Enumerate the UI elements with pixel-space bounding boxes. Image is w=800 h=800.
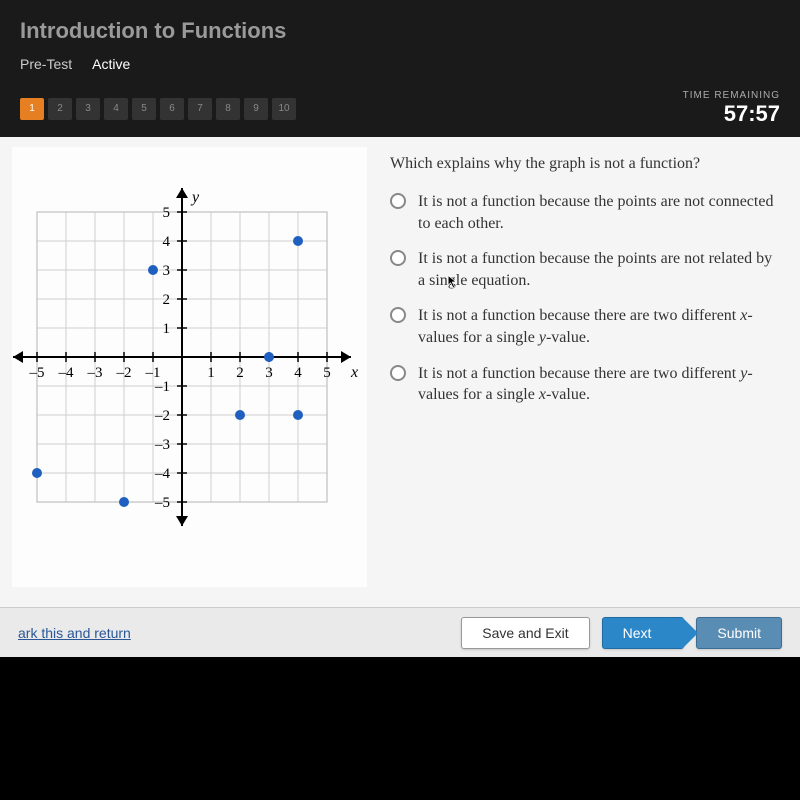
svg-text:–4: –4: [154, 466, 171, 482]
option-2[interactable]: It is not a function because the points …: [390, 248, 778, 291]
cursor-icon: [446, 274, 460, 290]
timer: TIME REMAINING 57:57: [683, 90, 780, 127]
question-btn-3[interactable]: 3: [76, 98, 100, 120]
mark-and-return-link[interactable]: ark this and return: [18, 625, 131, 641]
svg-text:–2: –2: [116, 365, 132, 381]
coordinate-graph: –5–4–3–2–11234554321–1–2–3–4–5xy: [12, 147, 367, 587]
option-4-text: It is not a function because there are t…: [418, 363, 778, 406]
svg-text:2: 2: [236, 365, 244, 381]
question-btn-7[interactable]: 7: [188, 98, 212, 120]
footer-bar: ark this and return Save and Exit Next S…: [0, 607, 800, 657]
question-btn-5[interactable]: 5: [132, 98, 156, 120]
question-btn-8[interactable]: 8: [216, 98, 240, 120]
question-btn-4[interactable]: 4: [104, 98, 128, 120]
content-area: –5–4–3–2–11234554321–1–2–3–4–5xy Which e…: [0, 137, 800, 607]
svg-text:–1: –1: [154, 379, 170, 395]
svg-text:–2: –2: [154, 408, 170, 424]
save-exit-button[interactable]: Save and Exit: [461, 617, 589, 649]
svg-text:3: 3: [163, 263, 171, 279]
question-buttons: 1 2 3 4 5 6 7 8 9 10: [20, 98, 296, 120]
header-tabs: Pre-Test Active: [20, 52, 780, 76]
svg-text:5: 5: [163, 205, 171, 221]
option-4[interactable]: It is not a function because there are t…: [390, 363, 778, 406]
svg-text:–4: –4: [58, 365, 75, 381]
timer-label: TIME REMAINING: [683, 90, 780, 101]
next-button-wrap: Next: [602, 617, 685, 649]
submit-button[interactable]: Submit: [696, 617, 782, 649]
question-btn-6[interactable]: 6: [160, 98, 184, 120]
svg-text:–3: –3: [154, 437, 170, 453]
svg-text:–5: –5: [29, 365, 45, 381]
svg-text:–5: –5: [154, 495, 170, 511]
svg-text:3: 3: [265, 365, 273, 381]
lesson-title: Introduction to Functions: [20, 18, 780, 44]
svg-text:x: x: [350, 364, 358, 381]
option-3[interactable]: It is not a function because there are t…: [390, 305, 778, 348]
svg-text:–3: –3: [87, 365, 103, 381]
option-2-text: It is not a function because the points …: [418, 248, 778, 291]
question-panel: Which explains why the graph is not a fu…: [372, 147, 788, 597]
option-3-text: It is not a function because there are t…: [418, 305, 778, 348]
radio-icon[interactable]: [390, 307, 406, 323]
footer-buttons: Save and Exit Next Submit: [461, 617, 782, 649]
next-arrow-icon: [682, 617, 698, 649]
question-text: Which explains why the graph is not a fu…: [390, 155, 778, 173]
svg-text:1: 1: [207, 365, 215, 381]
question-btn-9[interactable]: 9: [244, 98, 268, 120]
radio-icon[interactable]: [390, 365, 406, 381]
header-bar: Introduction to Functions Pre-Test Activ…: [0, 0, 800, 84]
next-button[interactable]: Next: [602, 617, 685, 649]
question-nav: 1 2 3 4 5 6 7 8 9 10 TIME REMAINING 57:5…: [0, 84, 800, 137]
tab-active[interactable]: Active: [92, 52, 130, 76]
svg-text:y: y: [190, 189, 200, 206]
svg-text:4: 4: [163, 234, 171, 250]
question-btn-10[interactable]: 10: [272, 98, 296, 120]
tab-pretest[interactable]: Pre-Test: [20, 52, 72, 76]
option-1-text: It is not a function because the points …: [418, 191, 778, 234]
graph-panel: –5–4–3–2–11234554321–1–2–3–4–5xy: [12, 147, 372, 597]
radio-icon[interactable]: [390, 250, 406, 266]
question-btn-2[interactable]: 2: [48, 98, 72, 120]
svg-text:5: 5: [323, 365, 331, 381]
question-btn-1[interactable]: 1: [20, 98, 44, 120]
svg-text:2: 2: [163, 292, 171, 308]
svg-text:4: 4: [294, 365, 302, 381]
timer-value: 57:57: [683, 101, 780, 127]
radio-icon[interactable]: [390, 193, 406, 209]
option-1[interactable]: It is not a function because the points …: [390, 191, 778, 234]
svg-text:1: 1: [163, 321, 171, 337]
